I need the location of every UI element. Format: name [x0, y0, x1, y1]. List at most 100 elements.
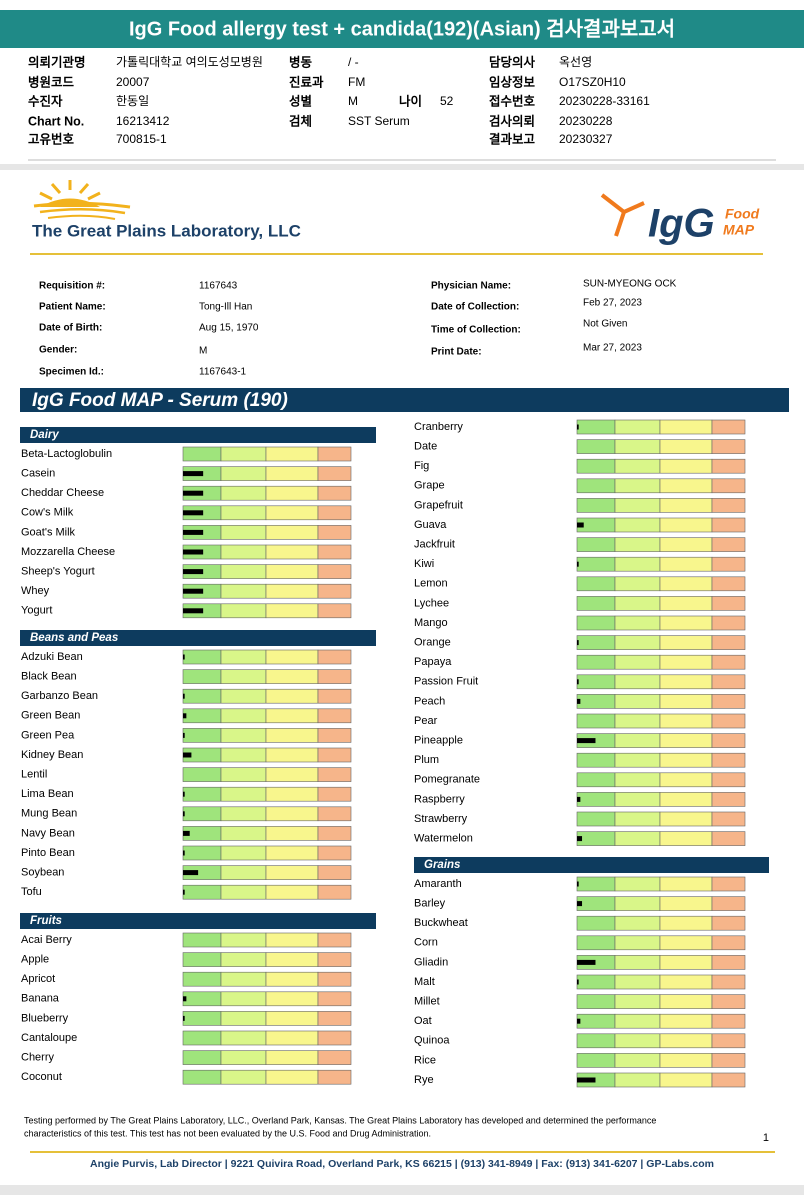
patient-label: Gender: — [39, 345, 77, 356]
separator — [0, 164, 804, 170]
scale-zone — [317, 649, 352, 665]
food-name: Jackfruit — [414, 539, 455, 551]
food-name: Orange — [414, 637, 451, 649]
scale-zone — [220, 747, 267, 763]
scale-zone — [659, 752, 713, 768]
section-header-bar — [20, 630, 376, 646]
food-name: Blueberry — [21, 1012, 69, 1024]
scale-zone — [659, 713, 713, 729]
result-bar — [577, 1018, 581, 1024]
scale-zone — [711, 792, 746, 807]
scale-zone — [614, 1053, 661, 1068]
scale-zone — [711, 896, 746, 911]
scale-zone — [576, 811, 616, 827]
food-name: Adzuki Bean — [21, 651, 83, 663]
result-bar — [577, 901, 583, 907]
scale-zone — [576, 752, 616, 768]
scale-zone — [659, 439, 713, 454]
scale-zone — [576, 792, 616, 807]
food-name: Green Pea — [21, 729, 75, 741]
scale-zone — [265, 1030, 319, 1046]
food-name: Quinoa — [414, 1035, 450, 1047]
scale-zone — [659, 458, 713, 474]
result-bar — [183, 693, 185, 699]
scale-zone — [576, 654, 616, 670]
info-label: 접수번호 — [489, 93, 536, 108]
scale-zone — [220, 505, 267, 521]
scale-zone — [614, 635, 661, 650]
section-header: Beans and Peas — [30, 632, 118, 644]
food-name: Oat — [414, 1015, 432, 1027]
result-bar — [183, 850, 185, 856]
scale-zone — [220, 845, 267, 861]
info-label: Chart No. — [28, 114, 84, 128]
info-value: 16213412 — [116, 114, 170, 128]
scale-zone — [265, 747, 319, 763]
food-name: Pinto Bean — [21, 847, 75, 859]
result-bar — [577, 959, 596, 965]
food-name: Strawberry — [414, 813, 468, 825]
patient-value: M — [199, 346, 207, 357]
food-name: Green Bean — [21, 710, 80, 722]
result-bar — [183, 830, 190, 836]
scale-zone — [711, 811, 746, 827]
info-value: 20230327 — [559, 132, 613, 146]
scale-zone — [576, 935, 616, 951]
info-label: 의뢰기관명 — [28, 54, 86, 69]
scale-zone — [659, 955, 713, 970]
info-value: FM — [348, 75, 365, 89]
scale-zone — [659, 792, 713, 807]
scale-zone — [220, 446, 267, 462]
result-bar — [183, 811, 185, 817]
scale-zone — [317, 544, 352, 560]
result-bar — [183, 752, 192, 758]
scale-zone — [614, 811, 661, 827]
scale-zone — [659, 1072, 713, 1088]
scale-zone — [659, 915, 713, 931]
scale-zone — [614, 1013, 661, 1029]
scale-zone — [220, 564, 267, 579]
result-bar — [577, 1077, 596, 1083]
scale-zone — [265, 649, 319, 665]
scale-zone — [182, 1050, 222, 1065]
scale-zone — [220, 1011, 267, 1026]
scale-zone — [711, 498, 746, 513]
info-label: 진료과 — [289, 74, 324, 89]
scale-zone — [317, 786, 352, 802]
result-bar — [577, 522, 584, 528]
scale-zone — [265, 786, 319, 802]
scale-zone — [614, 1033, 661, 1049]
food-name: Yogurt — [21, 605, 52, 617]
scale-zone — [659, 694, 713, 709]
scale-zone — [576, 556, 616, 572]
scale-zone — [659, 635, 713, 650]
scale-zone — [265, 865, 319, 880]
food-name: Sheep's Yogurt — [21, 566, 95, 578]
info-value: M — [348, 94, 358, 108]
scale-zone — [711, 439, 746, 454]
info-label: 담당의사 — [489, 54, 536, 69]
scale-zone — [711, 752, 746, 768]
info-value: O17SZ0H10 — [559, 75, 626, 89]
patient-value: Feb 27, 2023 — [583, 298, 642, 309]
result-bar — [577, 738, 596, 744]
food-name: Millet — [414, 996, 440, 1008]
scale-zone — [220, 767, 267, 782]
info-value: 한동일 — [116, 94, 149, 108]
food-name: Lychee — [414, 597, 449, 609]
scale-zone — [182, 786, 222, 802]
scale-zone — [182, 446, 222, 462]
result-bar — [183, 490, 204, 496]
scale-zone — [576, 635, 616, 650]
scale-zone — [614, 831, 661, 846]
scale-zone — [576, 674, 616, 690]
scale-zone — [659, 994, 713, 1009]
info-label: 나이 — [399, 93, 422, 108]
scale-zone — [711, 419, 746, 435]
scale-zone — [576, 596, 616, 611]
scale-zone — [182, 708, 222, 724]
result-bar — [183, 608, 204, 614]
scale-zone — [614, 458, 661, 474]
scale-zone — [317, 826, 352, 841]
info-label: 임상정보 — [489, 74, 536, 89]
